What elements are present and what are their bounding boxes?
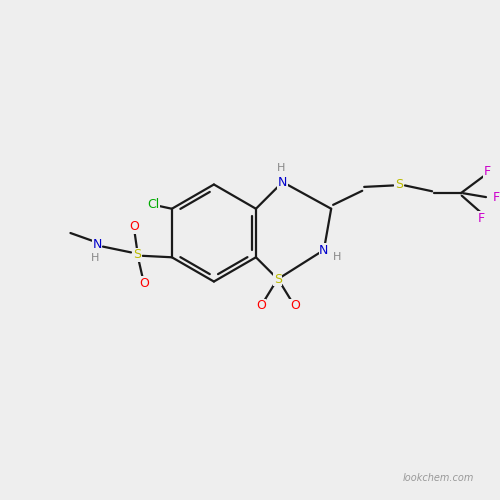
Text: O: O [140, 276, 149, 289]
Text: S: S [395, 178, 403, 191]
Text: O: O [130, 220, 140, 233]
Text: F: F [493, 190, 500, 203]
Text: F: F [478, 212, 484, 225]
Text: Cl: Cl [148, 198, 160, 211]
Text: H: H [334, 252, 342, 262]
Text: O: O [290, 300, 300, 312]
Text: S: S [274, 272, 282, 285]
Text: S: S [133, 248, 141, 262]
Text: F: F [484, 165, 491, 178]
Text: H: H [90, 253, 99, 263]
Text: N: N [92, 238, 102, 250]
Text: N: N [319, 244, 328, 256]
Text: lookchem.com: lookchem.com [402, 473, 473, 483]
Text: N: N [278, 176, 287, 188]
Text: H: H [277, 164, 285, 173]
Text: O: O [256, 300, 266, 312]
